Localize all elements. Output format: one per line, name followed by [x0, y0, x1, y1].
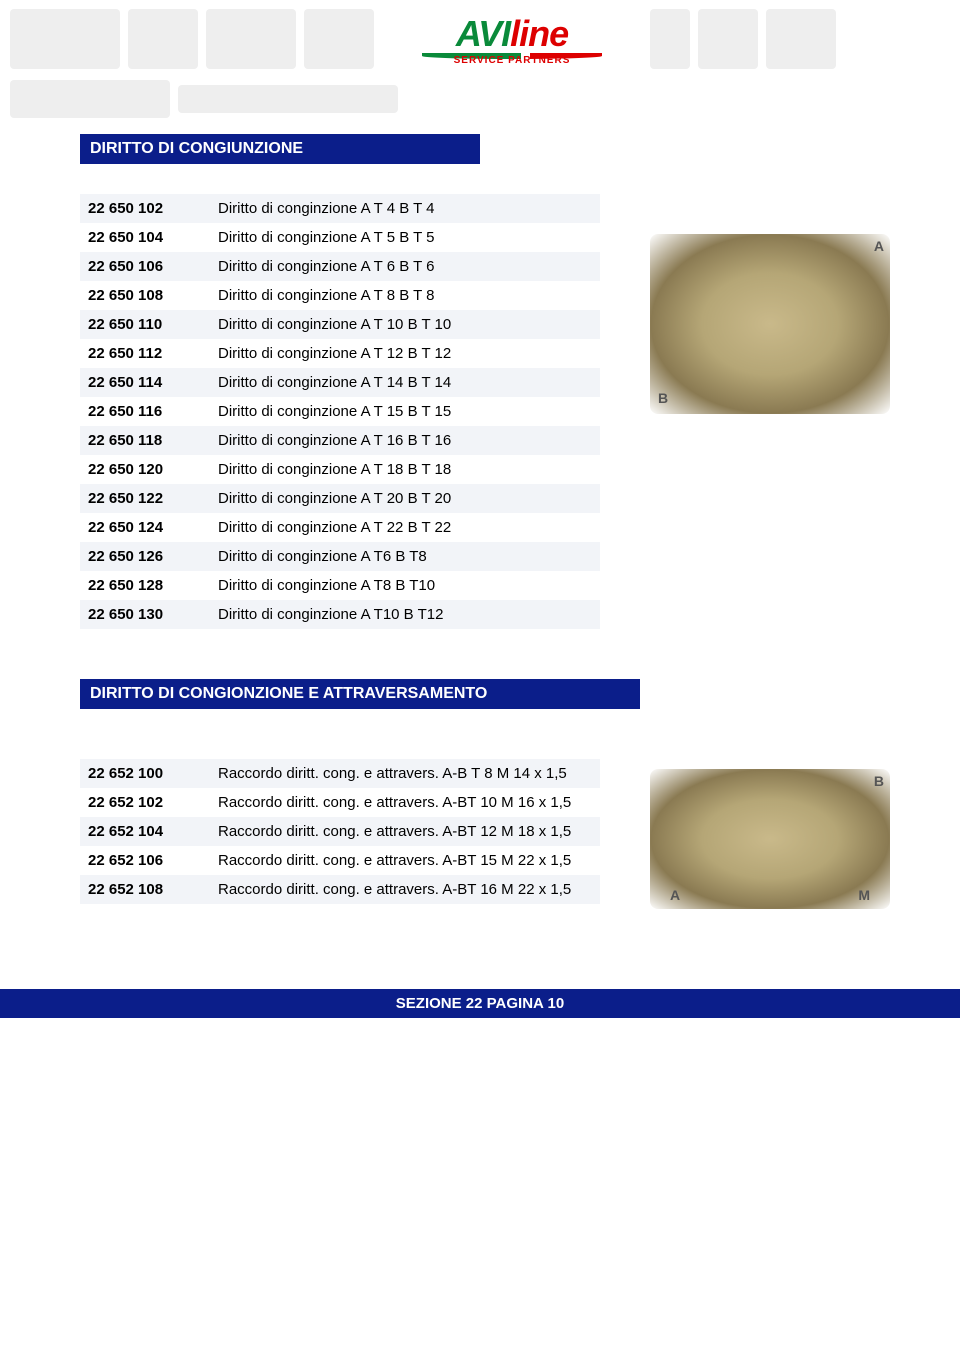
part-description: Diritto di conginzione A T 22 B T 22 [210, 513, 600, 542]
header-part-image [178, 85, 398, 113]
section1-content: 22 650 102Diritto di conginzione A T 4 B… [0, 194, 960, 629]
table-row: 22 652 108Raccordo diritt. cong. e attra… [80, 875, 600, 904]
header-part-image [10, 9, 120, 69]
part-code: 22 650 122 [80, 484, 210, 513]
part-code: 22 652 108 [80, 875, 210, 904]
part-description: Diritto di conginzione A T 4 B T 4 [210, 194, 600, 223]
part-description: Diritto di conginzione A T8 B T10 [210, 571, 600, 600]
part-description: Diritto di conginzione A T 6 B T 6 [210, 252, 600, 281]
part-description: Raccordo diritt. cong. e attravers. A-BT… [210, 846, 600, 875]
part-code: 22 650 104 [80, 223, 210, 252]
table-row: 22 650 126Diritto di conginzione A T6 B … [80, 542, 600, 571]
table-row: 22 650 130Diritto di conginzione A T10 B… [80, 600, 600, 629]
part-code: 22 650 130 [80, 600, 210, 629]
table-row: 22 650 116Diritto di conginzione A T 15 … [80, 397, 600, 426]
part-code: 22 652 106 [80, 846, 210, 875]
part-description: Diritto di conginzione A T 20 B T 20 [210, 484, 600, 513]
header-part-image [10, 80, 170, 118]
header-part-image [128, 9, 198, 69]
page-header-row2 [0, 78, 960, 126]
part-code: 22 652 104 [80, 817, 210, 846]
header-part-image [206, 9, 296, 69]
part-description: Diritto di conginzione A T10 B T12 [210, 600, 600, 629]
table-row: 22 650 118Diritto di conginzione A T 16 … [80, 426, 600, 455]
page-footer: SEZIONE 22 PAGINA 10 [0, 989, 960, 1018]
part-description: Diritto di conginzione A T 8 B T 8 [210, 281, 600, 310]
header-part-image [304, 9, 374, 69]
part-description: Diritto di conginzione A T 15 B T 15 [210, 397, 600, 426]
part-code: 22 652 100 [80, 759, 210, 788]
section2-content: 22 652 100Raccordo diritt. cong. e attra… [0, 759, 960, 909]
table-row: 22 650 128Diritto di conginzione A T8 B … [80, 571, 600, 600]
image-label-a: A [670, 887, 680, 903]
part-code: 22 650 120 [80, 455, 210, 484]
part-code: 22 650 106 [80, 252, 210, 281]
image-label-b: B [658, 390, 668, 406]
part-code: 22 650 116 [80, 397, 210, 426]
part-code: 22 650 128 [80, 571, 210, 600]
part-description: Raccordo diritt. cong. e attravers. A-BT… [210, 817, 600, 846]
section-title-1: DIRITTO DI CONGIUNZIONE [80, 134, 480, 164]
part-description: Raccordo diritt. cong. e attravers. A-B … [210, 759, 600, 788]
table-row: 22 652 100Raccordo diritt. cong. e attra… [80, 759, 600, 788]
table-row: 22 650 104Diritto di conginzione A T 5 B… [80, 223, 600, 252]
part-description: Raccordo diritt. cong. e attravers. A-BT… [210, 875, 600, 904]
part-code: 22 650 108 [80, 281, 210, 310]
table-row: 22 650 102Diritto di conginzione A T 4 B… [80, 194, 600, 223]
part-code: 22 650 102 [80, 194, 210, 223]
parts-table-1: 22 650 102Diritto di conginzione A T 4 B… [80, 194, 600, 629]
table-row: 22 652 106Raccordo diritt. cong. e attra… [80, 846, 600, 875]
part-code: 22 652 102 [80, 788, 210, 817]
table-row: 22 650 106Diritto di conginzione A T 6 B… [80, 252, 600, 281]
page-header: AVIline SERVICE PARTNERS [0, 0, 960, 78]
table-row: 22 650 112Diritto di conginzione A T 12 … [80, 339, 600, 368]
table-row: 22 650 122Diritto di conginzione A T 20 … [80, 484, 600, 513]
part-code: 22 650 112 [80, 339, 210, 368]
parts-table-2: 22 652 100Raccordo diritt. cong. e attra… [80, 759, 600, 904]
part-description: Diritto di conginzione A T6 B T8 [210, 542, 600, 571]
image-label-a: A [874, 238, 884, 254]
part-description: Diritto di conginzione A T 18 B T 18 [210, 455, 600, 484]
part-description: Diritto di conginzione A T 14 B T 14 [210, 368, 600, 397]
header-part-image [650, 9, 690, 69]
logo-subtitle: SERVICE PARTNERS [454, 55, 571, 66]
table-row: 22 650 120Diritto di conginzione A T 18 … [80, 455, 600, 484]
header-part-image [766, 9, 836, 69]
image-label-m: M [858, 887, 870, 903]
part-description: Diritto di conginzione A T 16 B T 16 [210, 426, 600, 455]
image-label-b: B [874, 773, 884, 789]
part-code: 22 650 118 [80, 426, 210, 455]
part-description: Diritto di conginzione A T 10 B T 10 [210, 310, 600, 339]
logo-part-1: AVI [456, 13, 510, 54]
table-row: 22 652 104Raccordo diritt. cong. e attra… [80, 817, 600, 846]
table-row: 22 650 114Diritto di conginzione A T 14 … [80, 368, 600, 397]
part-code: 22 650 124 [80, 513, 210, 542]
table-row: 22 650 124Diritto di conginzione A T 22 … [80, 513, 600, 542]
table-row: 22 650 110Diritto di conginzione A T 10 … [80, 310, 600, 339]
section-title-2: DIRITTO DI CONGIONZIONE E ATTRAVERSAMENT… [80, 679, 640, 709]
part-code: 22 650 110 [80, 310, 210, 339]
header-part-image [698, 9, 758, 69]
table-row: 22 652 102Raccordo diritt. cong. e attra… [80, 788, 600, 817]
part-description: Raccordo diritt. cong. e attravers. A-BT… [210, 788, 600, 817]
fitting-image-1: A B [650, 234, 890, 414]
logo-part-2: line [510, 13, 568, 54]
part-code: 22 650 114 [80, 368, 210, 397]
part-code: 22 650 126 [80, 542, 210, 571]
brand-logo: AVIline SERVICE PARTNERS [382, 9, 642, 69]
table-row: 22 650 108Diritto di conginzione A T 8 B… [80, 281, 600, 310]
part-description: Diritto di conginzione A T 12 B T 12 [210, 339, 600, 368]
fitting-image-2: B A M [650, 769, 890, 909]
part-description: Diritto di conginzione A T 5 B T 5 [210, 223, 600, 252]
